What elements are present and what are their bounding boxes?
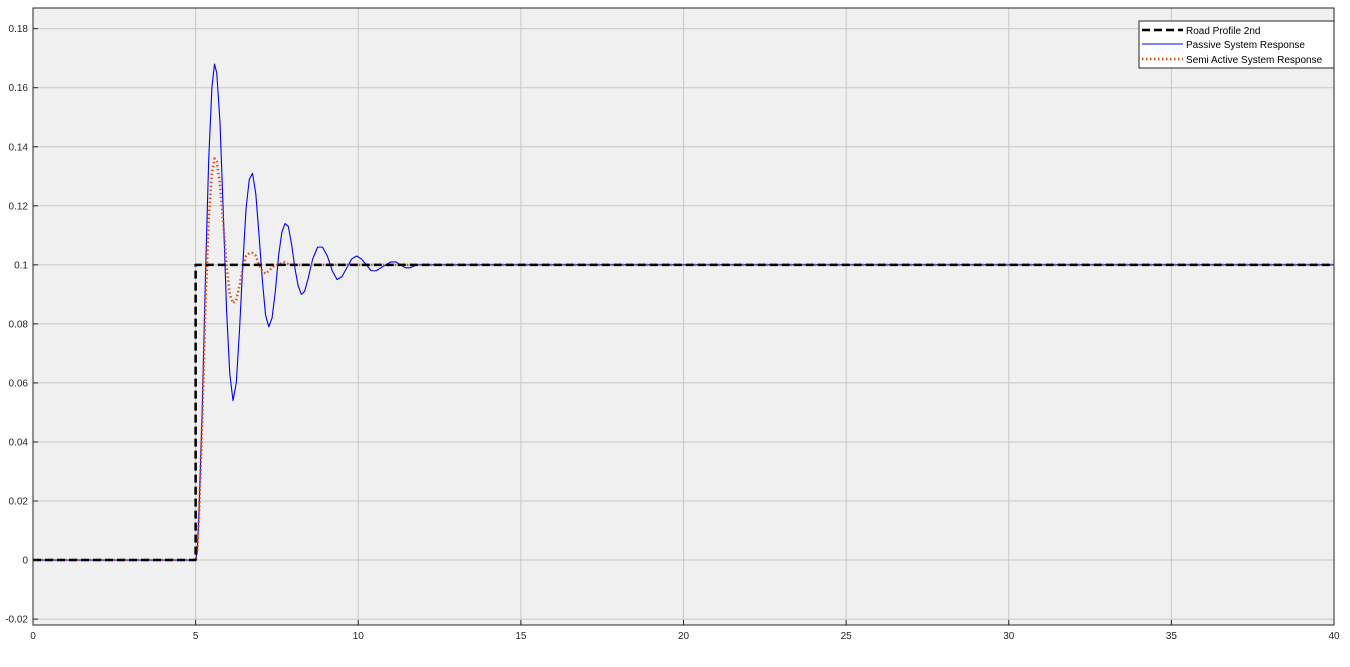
y-tick-label: -0.02: [5, 615, 28, 626]
y-tick-label: 0.16: [9, 83, 29, 94]
legend: Road Profile 2nd Passive System Response…: [1138, 20, 1335, 69]
legend-label-road-profile: Road Profile 2nd: [1186, 26, 1261, 37]
x-tick-label: 35: [1166, 631, 1178, 642]
y-tick-label: 0.06: [9, 378, 29, 389]
y-tick-label: 0.04: [9, 437, 29, 448]
series-line-passive-system-response: [33, 63, 1334, 561]
y-tick-label: 0.14: [9, 142, 29, 153]
y-tick-label: 0.02: [9, 497, 29, 508]
x-tick-label: 25: [841, 631, 853, 642]
x-tick-label: 10: [353, 631, 365, 642]
x-tick-label: 20: [678, 631, 690, 642]
x-tick-label: 15: [515, 631, 527, 642]
y-tick-label: 0.18: [9, 24, 29, 35]
legend-label-semi-active: Semi Active System Response: [1186, 55, 1323, 66]
series-layer: [33, 63, 1334, 562]
x-tick-label: 40: [1328, 631, 1340, 642]
legend-label-passive: Passive System Response: [1186, 40, 1305, 51]
y-tick-label: 0.12: [9, 201, 29, 212]
y-tick-label: 0.08: [9, 319, 29, 330]
y-tick-label: 0: [22, 556, 28, 567]
series-line-road-profile-2nd: [33, 263, 1334, 562]
axis-ticks: 0 5 10 15 20 25 30 35 40-0.0200.020.040.060.080.…: [5, 24, 1340, 642]
x-tick-label: 0: [30, 631, 36, 642]
x-tick-label: 30: [1003, 631, 1015, 642]
y-tick-label: 0.1: [14, 260, 28, 271]
x-tick-label: 5: [193, 631, 199, 642]
series-line-semi-active-system-response: [33, 157, 1334, 562]
